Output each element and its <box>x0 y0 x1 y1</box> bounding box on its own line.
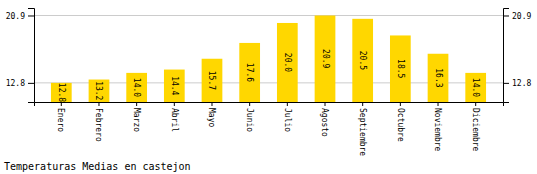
tick: 20.9 <box>6 12 34 21</box>
tick-label: 12.8 <box>512 79 531 88</box>
bar <box>164 70 185 102</box>
tick-mark <box>28 83 34 84</box>
data-label: 20.5 <box>358 51 367 70</box>
tick: Marzo <box>132 102 141 132</box>
tick-label: Diciembre <box>471 108 480 152</box>
tick: Noviembre <box>433 102 442 152</box>
bar <box>428 54 449 102</box>
bar <box>126 73 147 102</box>
tick-mark <box>400 102 401 106</box>
tick: Diciembre <box>471 102 480 152</box>
chart: 12.8 20.9 12.8 20.9 Enero Febrero Marzo Abril Ma… <box>0 0 537 174</box>
tick-label: Febrero <box>94 108 103 142</box>
bars <box>51 15 486 102</box>
data-label: 20.0 <box>283 53 292 72</box>
bar <box>277 23 298 102</box>
tick-mark <box>475 102 476 106</box>
tick-mark <box>503 15 509 16</box>
tick-mark <box>61 102 62 106</box>
tick-label: Agosto <box>320 108 329 137</box>
tick-mark <box>438 102 439 106</box>
tick-label: Junio <box>245 108 254 132</box>
tick-label: Noviembre <box>433 108 442 152</box>
data-label: 14.0 <box>471 78 480 97</box>
tick-mark <box>211 102 212 106</box>
axis-line <box>28 9 35 103</box>
data-label: 20.9 <box>321 49 330 68</box>
tick-label: Septiembre <box>358 108 367 156</box>
tick: Octubre <box>396 102 405 142</box>
tick-label: 20.9 <box>512 12 531 21</box>
data-label: 17.6 <box>245 63 254 82</box>
tick: Mayo <box>207 102 216 127</box>
bar <box>202 59 223 102</box>
tick-mark <box>28 15 34 16</box>
plot: 12.8 20.9 12.8 20.9 Enero Febrero Marzo Abril Ma… <box>6 9 532 157</box>
tick-label: Mayo <box>207 108 216 127</box>
tick-label: Marzo <box>132 108 141 132</box>
tick: 20.9 <box>503 12 531 21</box>
tick-mark <box>98 102 99 106</box>
bar <box>315 15 336 102</box>
tick: Julio <box>283 102 292 132</box>
data-label: 15.7 <box>207 71 216 90</box>
data-label: 13.2 <box>94 81 103 100</box>
tick-label: 20.9 <box>6 12 25 21</box>
tick-label: Abril <box>170 108 179 132</box>
tick: Abril <box>170 102 179 132</box>
bar <box>89 80 110 102</box>
tick: Agosto <box>320 102 329 137</box>
tick: 12.8 <box>503 79 531 88</box>
tick-label: 12.8 <box>6 79 25 88</box>
data-labels: 12.8 13.2 14.0 14.4 15.7 17.6 20.0 20.9 20.5 18.5… <box>57 49 480 102</box>
axis-line <box>35 103 504 107</box>
tick: Enero <box>57 102 66 132</box>
title: Temperaturas Medias en castejon <box>4 161 191 172</box>
tick-mark <box>287 102 288 106</box>
tick-label: Octubre <box>396 108 405 142</box>
tick-mark <box>136 102 137 106</box>
y-axis: 12.8 20.9 <box>6 9 35 103</box>
axis-line <box>504 9 510 103</box>
bar <box>239 43 260 102</box>
bar <box>352 19 373 102</box>
tick-mark <box>174 102 175 106</box>
tick-mark <box>325 102 326 106</box>
data-label: 14.0 <box>132 78 141 97</box>
x-axis: Enero Febrero Marzo Abril Mayo Junio Julio Agos… <box>35 102 504 156</box>
tick-mark <box>362 102 363 106</box>
tick: 12.8 <box>6 79 34 88</box>
bar <box>51 83 72 102</box>
tick: Junio <box>245 102 254 132</box>
data-label: 14.4 <box>170 76 179 95</box>
tick-mark <box>249 102 250 106</box>
tick: Septiembre <box>358 102 367 156</box>
tick-label: Julio <box>283 108 292 132</box>
tick: Febrero <box>94 102 103 142</box>
bar <box>390 35 411 102</box>
bar <box>465 73 486 102</box>
y2-axis: 12.8 20.9 <box>503 9 531 103</box>
tick-mark <box>503 83 509 84</box>
data-label: 16.3 <box>434 68 443 87</box>
tick-label: Enero <box>57 108 66 132</box>
data-label: 12.8 <box>57 83 66 102</box>
data-label: 18.5 <box>396 59 405 78</box>
grid-line <box>34 15 503 16</box>
